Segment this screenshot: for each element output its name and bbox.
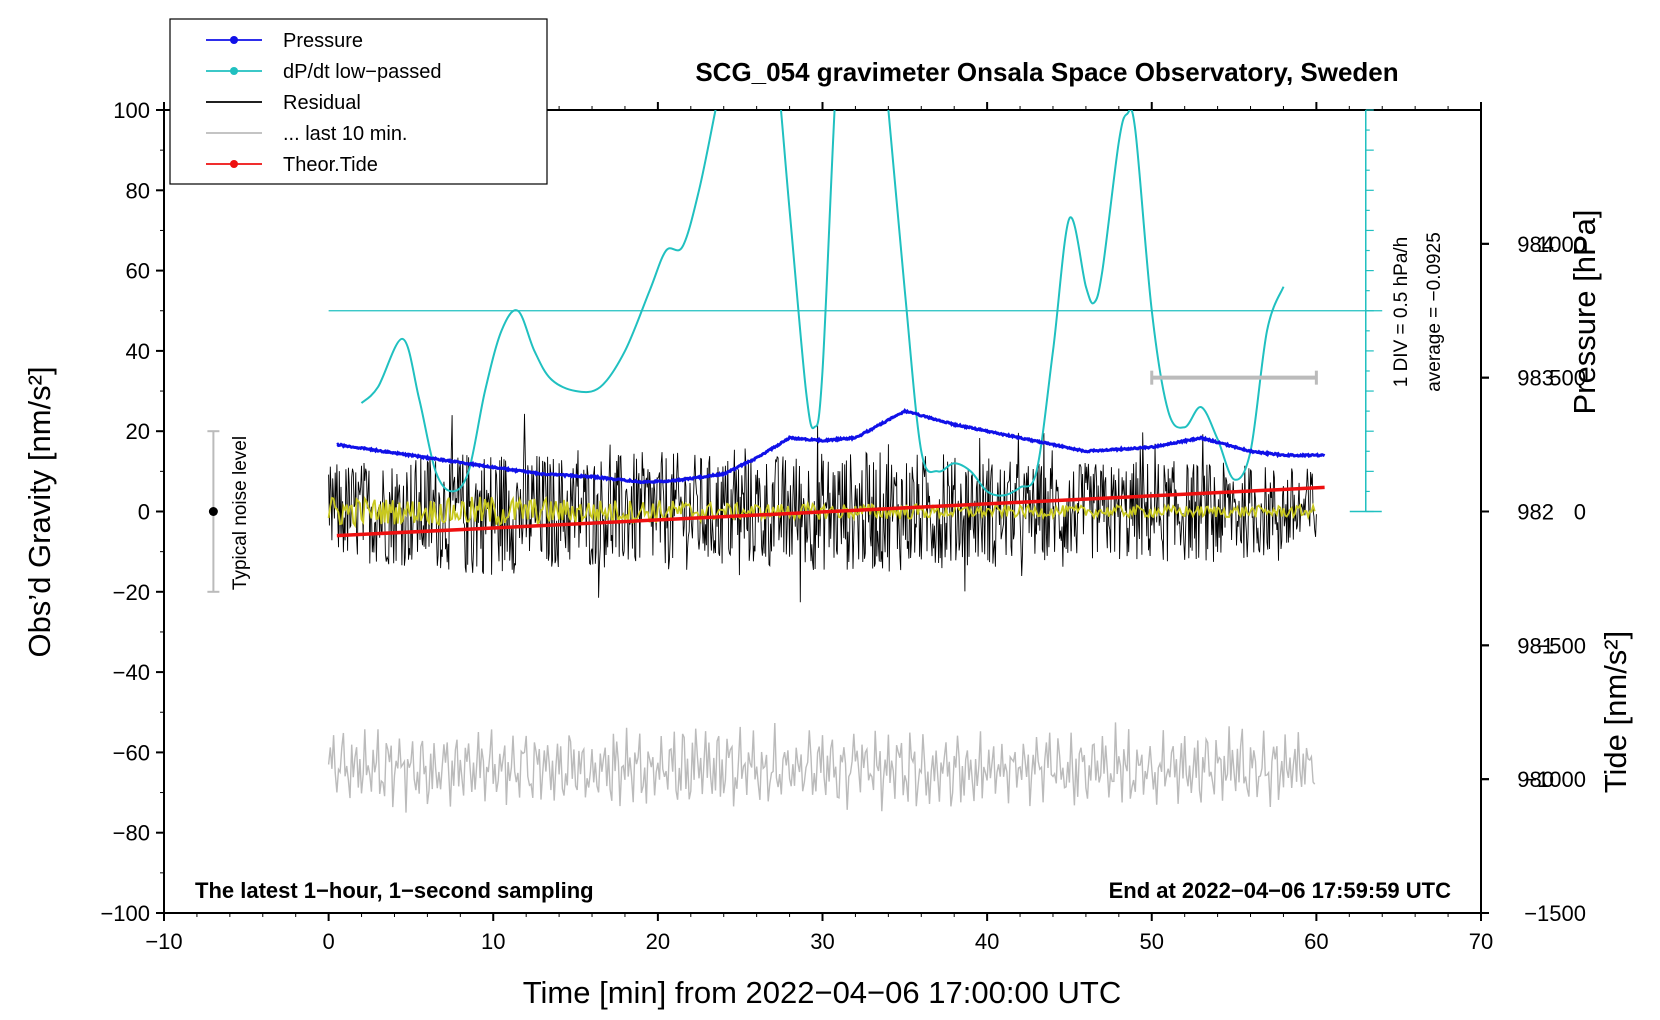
x-tick-label: 0 (323, 929, 335, 954)
y-axis-title-pressure: Pressure [hPa] (1567, 209, 1602, 414)
x-tick-label: 60 (1304, 929, 1328, 954)
y-tide-tick-label: −1500 (1524, 901, 1586, 926)
annotation-marks (207, 109, 1382, 593)
legend-label: Pressure (283, 30, 363, 52)
x-tick-label: 40 (975, 929, 999, 954)
legend-label: Residual (283, 92, 361, 114)
y-left-tick-label: −60 (113, 740, 150, 765)
legend-label: ... last 10 min. (283, 123, 408, 145)
legend: Pressure dP/dt low−passed Residual ... last… (169, 18, 548, 185)
note-end-time: End at 2022−04−06 17:59:59 UTC (1109, 878, 1452, 903)
y-left-tick-label: −20 (113, 580, 150, 605)
dpdt-line (360, 110, 1285, 497)
pressure-line (336, 407, 1326, 485)
y-axis-title-tide: Tide [nm/s²] (1598, 631, 1633, 794)
x-tick-label: −10 (145, 929, 182, 954)
y-left-tick-label: −100 (100, 901, 150, 926)
x-axis-title: Time [min] from 2022−04−06 17:00:00 UTC (523, 975, 1122, 1010)
residual-smoothed-line (327, 495, 1316, 529)
y-tide-tick-label: −1000 (1524, 767, 1586, 792)
y-left-tick-label: 40 (126, 339, 150, 364)
y-pressure-tick-label: 984 (1517, 232, 1554, 257)
y-left-tick-label: −40 (113, 660, 150, 685)
x-tick-label: 10 (481, 929, 505, 954)
noise-bar-center (208, 507, 218, 516)
y-left-tick-label: 20 (126, 419, 150, 444)
legend-label: Theor.Tide (283, 154, 378, 176)
last-10min-line (327, 722, 1316, 813)
y-pressure-tick-label: 981 (1517, 633, 1554, 658)
note-sampling: The latest 1−hour, 1−second sampling (195, 878, 594, 903)
y-left-tick-label: 80 (126, 178, 150, 203)
y-axis-title-left: Obs’d Gravity [nm/s²] (22, 366, 57, 657)
x-tick-label: 30 (810, 929, 834, 954)
legend-swatch-marker (230, 36, 238, 44)
y-left-tick-label: 100 (113, 98, 150, 123)
y-pressure-tick-label: 983 (1517, 366, 1554, 391)
dpdt-scale-label: 1 DIV = 0.5 hPa/h (1391, 237, 1412, 388)
series-layer (327, 110, 1383, 813)
noise-level-label: Typical noise level (230, 436, 251, 590)
tide-line (336, 485, 1325, 538)
y-pressure-tick-label: 982 (1517, 500, 1554, 525)
x-tick-label: 20 (646, 929, 670, 954)
legend-label: dP/dt low−passed (283, 61, 441, 83)
y-tide-tick-label: −500 (1536, 633, 1586, 658)
legend-swatch-marker (230, 67, 238, 75)
y-left-tick-label: 0 (138, 500, 150, 525)
chart-title: SCG_054 gravimeter Onsala Space Observat… (695, 57, 1398, 87)
y-pressure-tick-label: 980 (1517, 767, 1554, 792)
legend-swatch-marker (230, 160, 238, 168)
y-left-tick-label: 60 (126, 259, 150, 284)
axis-ticks: −10 0 10 20 30 40 50 60 70−100−80−60−40−20020406… (100, 98, 1586, 954)
y-tide-tick-label: 500 (1549, 366, 1586, 391)
y-left-tick-label: −80 (113, 821, 150, 846)
x-tick-label: 70 (1469, 929, 1493, 954)
dpdt-average-label: average = −0.0925 (1424, 232, 1445, 392)
x-tick-label: 50 (1140, 929, 1164, 954)
y-tide-tick-label: 0 (1574, 500, 1586, 525)
y-tide-tick-label: 1000 (1537, 232, 1586, 257)
